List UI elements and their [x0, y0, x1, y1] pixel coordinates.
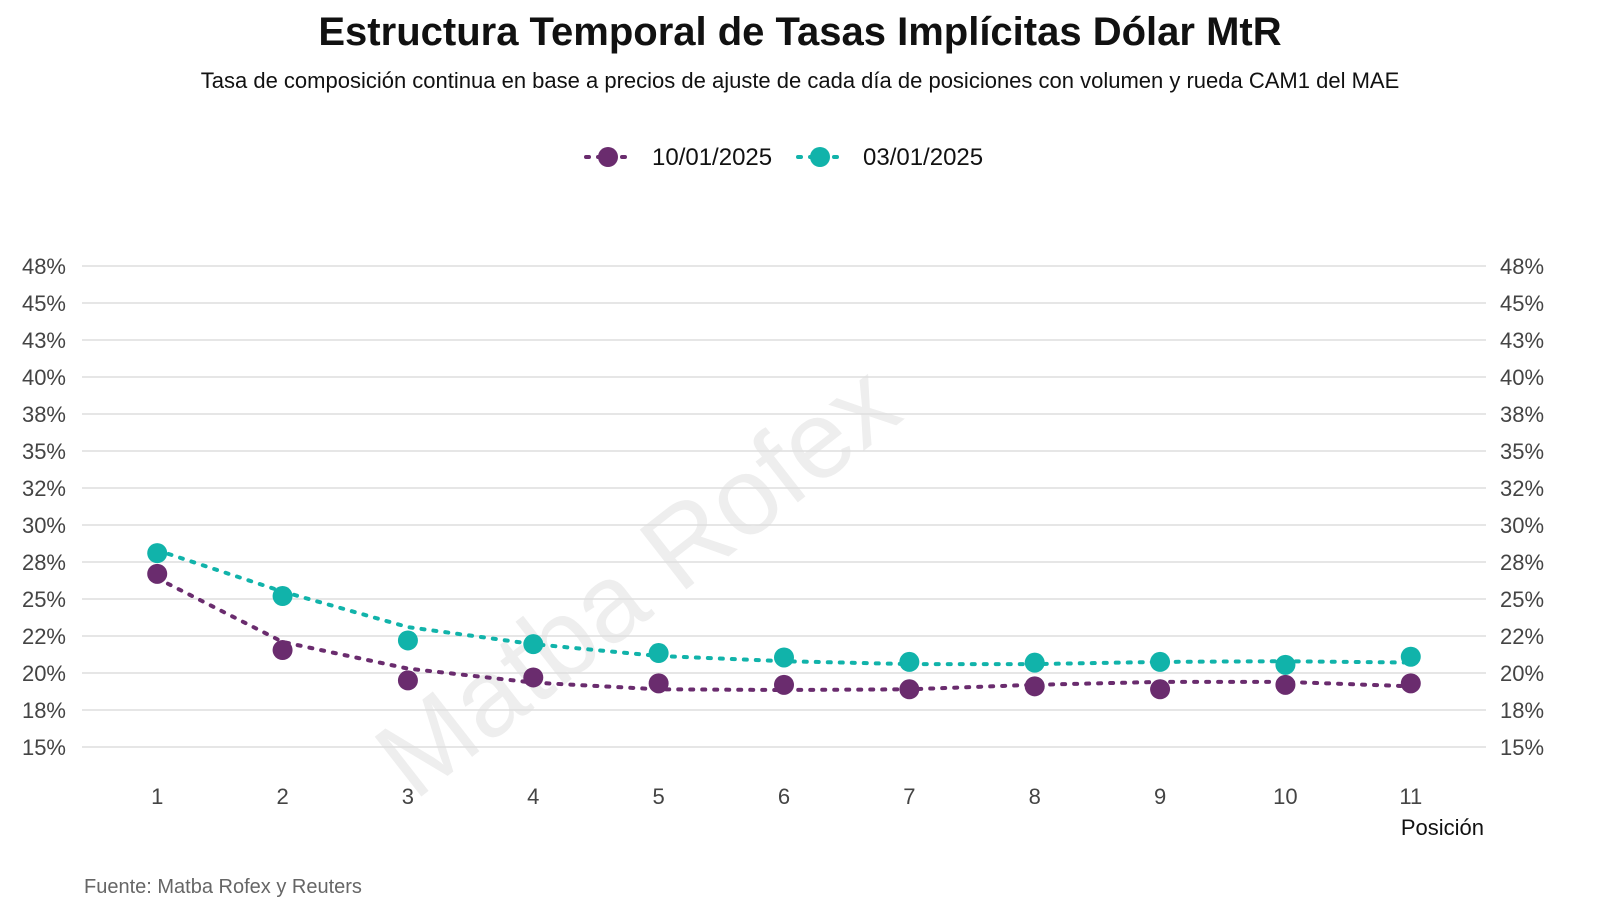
gridlines: [82, 265, 1486, 748]
data-point: [774, 647, 794, 668]
x-tick-label: 9: [1154, 784, 1166, 809]
data-point: [1400, 646, 1421, 667]
x-tick-label: 8: [1029, 784, 1041, 809]
data-point: [397, 670, 418, 691]
y-tick-label-left: 32%: [22, 476, 66, 501]
y-tick-label-right: 15%: [1500, 735, 1544, 760]
x-axis-title: Posición: [1401, 815, 1484, 840]
y-tick-label-right: 43%: [1500, 328, 1544, 353]
data-point: [523, 667, 544, 688]
x-tick-label: 1: [151, 784, 163, 809]
legend-marker: [810, 147, 830, 167]
y-tick-label-right: 40%: [1500, 365, 1544, 390]
x-tick-label: 11: [1399, 784, 1422, 809]
y-tick-label-left: 45%: [22, 291, 66, 316]
y-tick-label-right: 30%: [1500, 513, 1544, 538]
x-tick-label: 6: [778, 784, 790, 809]
y-tick-label-right: 32%: [1500, 476, 1544, 501]
x-tick-label: 10: [1273, 784, 1297, 809]
data-point: [1150, 651, 1171, 672]
x-axis: 1 2 3 4 5 6 7 8 9 10 11: [151, 784, 1422, 809]
chart-subtitle: Tasa de composición continua en base a p…: [200, 68, 1400, 93]
data-point: [899, 679, 920, 700]
y-tick-label-left: 43%: [22, 328, 66, 353]
y-tick-label-right: 48%: [1500, 254, 1544, 279]
data-point: [272, 640, 293, 661]
y-tick-label-right: 45%: [1500, 291, 1544, 316]
y-tick-label-right: 28%: [1500, 550, 1544, 575]
data-point: [1275, 654, 1296, 675]
source-note: Fuente: Matba Rofex y Reuters: [84, 876, 362, 898]
data-points: [147, 543, 1421, 700]
data-point: [648, 673, 669, 694]
legend-label: 10/01/2025: [652, 144, 772, 171]
x-tick-label: 2: [276, 784, 288, 809]
y-tick-label-left: 38%: [22, 402, 66, 427]
data-point: [1024, 652, 1045, 673]
x-tick-label: 3: [402, 784, 414, 809]
chart-title: Estructura Temporal de Tasas Implícitas …: [318, 10, 1282, 54]
data-point: [147, 543, 168, 564]
legend: 10/01/2025 03/01/2025: [584, 144, 983, 171]
legend-marker: [598, 147, 618, 167]
y-tick-label-right: 38%: [1500, 402, 1544, 427]
y-tick-label-right: 20%: [1500, 661, 1544, 686]
data-point: [648, 643, 669, 664]
y-tick-label-right: 22%: [1500, 624, 1544, 649]
y-tick-label-left: 20%: [22, 661, 66, 686]
y-tick-label-right: 25%: [1500, 587, 1544, 612]
y-axis-right: 15% 18% 20% 22% 25% 28% 30% 32% 35% 38% 40% 43% 45% 4…: [1500, 254, 1544, 760]
legend-label: 03/01/2025: [863, 144, 983, 171]
y-tick-label-left: 40%: [22, 365, 66, 390]
trend-line: [155, 548, 1413, 667]
y-tick-label-left: 30%: [22, 513, 66, 538]
data-point: [1150, 679, 1171, 700]
data-point: [899, 651, 920, 672]
trend-lines: [155, 548, 1413, 693]
y-tick-label-right: 35%: [1500, 439, 1544, 464]
data-point: [523, 634, 544, 655]
x-tick-label: 5: [653, 784, 665, 809]
y-tick-label-left: 15%: [22, 735, 66, 760]
data-point: [1400, 673, 1421, 694]
data-point: [1024, 676, 1045, 697]
y-tick-label-left: 22%: [22, 624, 66, 649]
data-point: [774, 674, 794, 695]
y-tick-label-left: 28%: [22, 550, 66, 575]
y-tick-label-right: 18%: [1500, 698, 1544, 723]
y-tick-label-left: 18%: [22, 698, 66, 723]
y-tick-label-left: 25%: [22, 587, 66, 612]
trend-line: [155, 576, 1413, 693]
y-tick-label-left: 48%: [22, 254, 66, 279]
x-tick-label: 4: [527, 784, 539, 809]
watermark-text: Matba Rofex: [353, 340, 920, 821]
data-point: [397, 630, 418, 651]
data-point: [1275, 674, 1296, 695]
y-tick-label-left: 35%: [22, 439, 66, 464]
y-axis-left: 15% 18% 20% 22% 25% 28% 30% 32% 35% 38% 40% 43% 45% 4…: [22, 254, 66, 760]
watermark-layer: Matba Rofex: [353, 340, 920, 821]
x-tick-label: 7: [903, 784, 915, 809]
data-point: [147, 563, 168, 584]
data-point: [272, 586, 293, 607]
